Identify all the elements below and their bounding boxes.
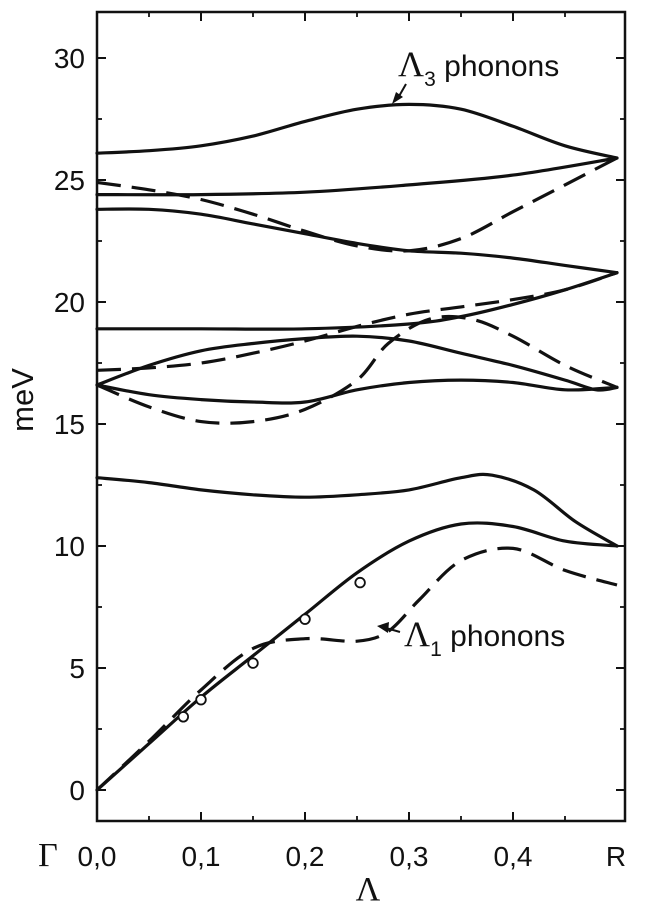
x-tick-label: 0,0 bbox=[78, 841, 117, 872]
annotation-lambda1-arrowhead bbox=[377, 622, 389, 633]
solid-branch-2 bbox=[95, 156, 619, 197]
solid-branch-6 bbox=[95, 378, 619, 405]
solid-branch-7 bbox=[95, 472, 619, 548]
x-tick-label: 0,4 bbox=[494, 841, 533, 872]
annotation-lambda3-greek: Λ bbox=[398, 44, 424, 84]
annotation-lambda3-text: Λ3 phonons bbox=[398, 44, 559, 91]
annotation-lambda1-greek: Λ bbox=[404, 614, 430, 654]
experimental-point-3 bbox=[247, 657, 259, 669]
y-tick-label: 25 bbox=[54, 165, 85, 196]
experimental-point-2 bbox=[195, 694, 207, 706]
annotation-lambda3-arrowhead bbox=[392, 92, 403, 104]
y-tick-label: 10 bbox=[54, 531, 85, 562]
axis-ticks: 0 5 10 15 20 25 30 0,0 0,1 0,2 0,3 0,4 bbox=[54, 12, 625, 872]
y-tick-label: 0 bbox=[69, 775, 85, 806]
x-tick-label: 0,1 bbox=[182, 841, 221, 872]
dashed-branch-12 bbox=[95, 546, 618, 792]
annotation-lambda3-sub: 3 bbox=[424, 68, 436, 91]
annotation-lambda1-text: Λ1 phonons bbox=[404, 614, 565, 661]
y-tick-label: 5 bbox=[69, 653, 85, 684]
solid-branch-1 bbox=[95, 102, 619, 160]
annotation-lambda1-word: phonons bbox=[442, 620, 565, 653]
plot-frame bbox=[95, 10, 627, 823]
annotation-lambda1-sub: 1 bbox=[430, 638, 442, 661]
experimental-point-5 bbox=[354, 576, 366, 589]
y-tick-label: 30 bbox=[54, 43, 85, 74]
annotation-lambda3: Λ3 phonons bbox=[392, 44, 559, 104]
annotation-lambda3-word: phonons bbox=[436, 50, 559, 83]
gamma-point-label: Γ bbox=[38, 837, 58, 874]
y-tick-label: 20 bbox=[54, 287, 85, 318]
experimental-point-1 bbox=[177, 711, 190, 723]
r-point-label: R bbox=[606, 841, 626, 872]
plot-area bbox=[95, 102, 619, 792]
solid-branch-5 bbox=[95, 334, 619, 392]
x-tick-label: 0,3 bbox=[390, 841, 429, 872]
dashed-branch-10 bbox=[96, 271, 618, 372]
y-tick-label: 15 bbox=[54, 409, 85, 440]
solid-branch-4 bbox=[95, 271, 619, 331]
experimental-point-4 bbox=[299, 613, 311, 625]
solid-branch-3 bbox=[95, 207, 619, 275]
x-axis-title: Λ bbox=[356, 871, 381, 908]
solid-branch-8 bbox=[95, 521, 619, 792]
dashed-branch-11 bbox=[96, 314, 618, 425]
y-axis-title: meV bbox=[5, 368, 40, 432]
dashed-branch-9 bbox=[96, 156, 618, 253]
annotation-lambda1: Λ1 phonons bbox=[377, 614, 565, 661]
x-tick-label: 0,2 bbox=[286, 841, 325, 872]
